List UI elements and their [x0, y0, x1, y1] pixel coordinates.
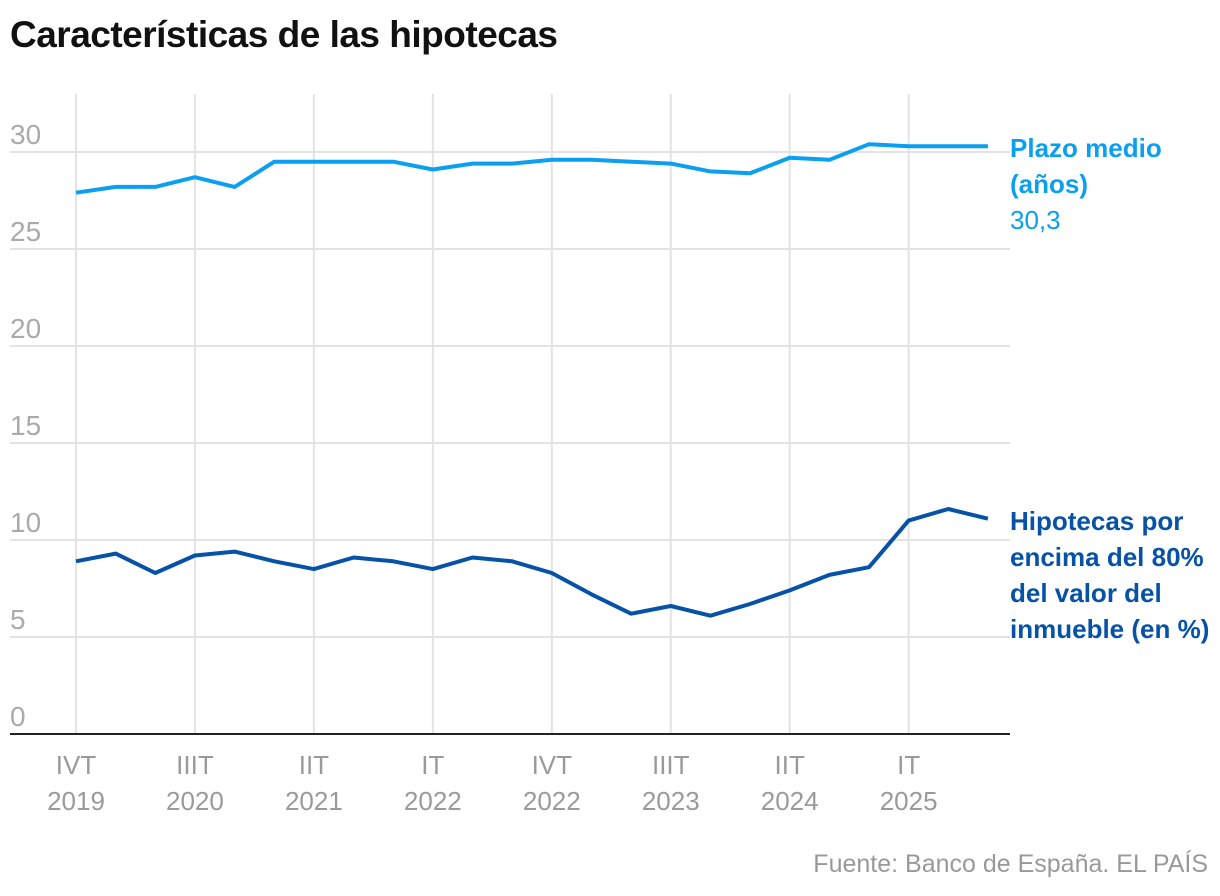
x-tick-label: 2022: [523, 786, 581, 816]
x-tick-label: 2022: [404, 786, 462, 816]
y-tick-label: 15: [10, 410, 41, 441]
x-tick-label: IT: [421, 750, 444, 780]
x-tick-label: 2024: [761, 786, 819, 816]
x-tick-label: 2021: [285, 786, 343, 816]
series-last-value: 30,3: [1010, 205, 1061, 235]
x-tick-label: IT: [897, 750, 920, 780]
x-tick-label: IIIT: [176, 750, 214, 780]
series-label-plazo: Plazo medio (años) 30,3: [1010, 130, 1220, 238]
source-note: Fuente: Banco de España. EL PAÍS: [813, 850, 1208, 878]
chart-title: Características de las hipotecas: [10, 14, 558, 55]
y-tick-label: 5: [10, 604, 26, 635]
y-tick-label: 0: [10, 701, 26, 732]
y-tick-label: 10: [10, 507, 41, 538]
x-tick-label: 2020: [166, 786, 224, 816]
x-tick-label: IVT: [56, 750, 97, 780]
series-line-0: [75, 142, 988, 195]
x-tick-label: 2023: [642, 786, 700, 816]
x-tick-label: 2025: [880, 786, 938, 816]
series-name-plazo: Plazo medio (años): [1010, 133, 1162, 199]
series-line-1: [75, 507, 989, 618]
x-tick-label: 2019: [47, 786, 105, 816]
x-tick-label: IIIT: [652, 750, 690, 780]
x-tick-label: IIT: [775, 750, 805, 780]
y-tick-label: 25: [10, 216, 41, 247]
x-tick-label: IVT: [532, 750, 573, 780]
y-tick-label: 30: [10, 119, 41, 150]
series-label-hipotecas: Hipotecas por encima del 80% del valor d…: [1010, 506, 1210, 644]
y-tick-label: 20: [10, 313, 41, 344]
x-tick-label: IIT: [299, 750, 329, 780]
